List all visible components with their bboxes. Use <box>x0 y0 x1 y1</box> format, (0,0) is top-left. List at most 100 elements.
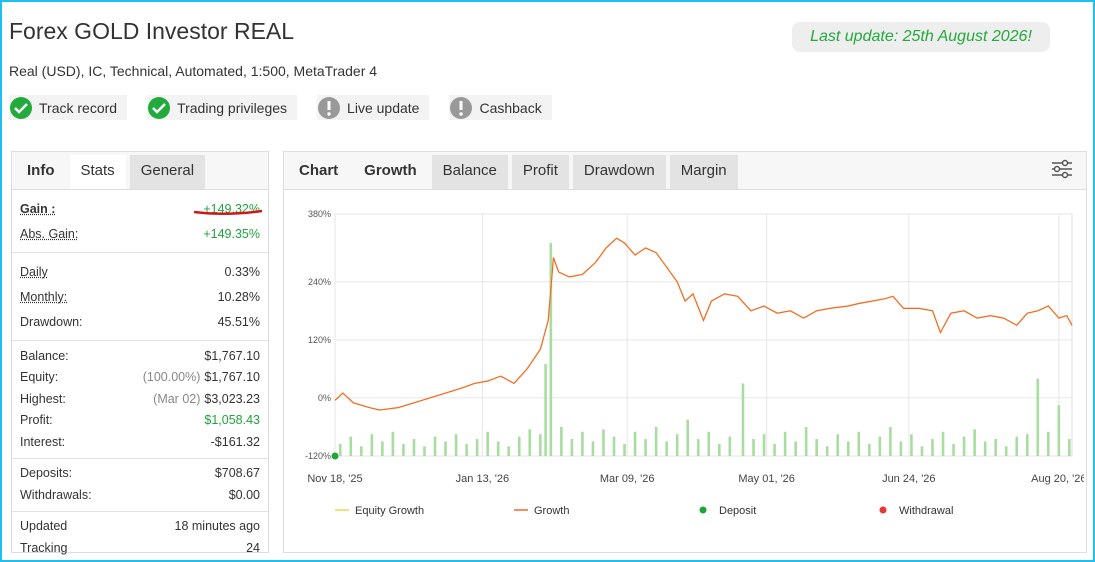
tab[interactable]: Growth <box>353 155 428 189</box>
stats-row: Equity: (100.00%) $1,767.10 <box>20 367 260 389</box>
bar <box>794 441 797 456</box>
bar <box>544 364 547 456</box>
stats-value-wrap: 45.51% <box>218 315 260 329</box>
icon-dot <box>459 111 464 116</box>
bar <box>962 436 966 456</box>
bar <box>1004 446 1008 456</box>
bar <box>360 446 363 456</box>
x-tick-label: Nov 18, '25 <box>307 473 362 485</box>
stats-value: 45.51% <box>217 314 260 329</box>
stats-tabs: Info Stats General <box>12 152 268 190</box>
bar <box>623 443 626 456</box>
tab[interactable]: Margin <box>669 155 738 189</box>
stats-row: Interest: -$161.32 <box>20 431 260 453</box>
stats-panel: Info Stats General Gain : +149.32% Abs. Gain… <box>11 151 269 555</box>
stats-value: $708.67 <box>214 466 260 481</box>
badge-icon <box>148 96 171 119</box>
stats-value: $1,767.10 <box>204 348 260 363</box>
bar <box>465 443 468 456</box>
bar <box>857 431 861 456</box>
tab[interactable]: Profit <box>511 155 569 189</box>
stats-value: 18 minutes ago <box>174 519 260 534</box>
stats-value-wrap: +149.35% <box>203 227 260 241</box>
bar <box>741 383 745 456</box>
tab[interactable]: Drawdown <box>572 155 666 189</box>
bar <box>889 426 892 456</box>
bar <box>1015 436 1019 456</box>
badge-label: Trading privileges <box>177 99 288 116</box>
x-tick-label: Mar 09, '26 <box>600 473 655 485</box>
stats-row: Profit: $1,058.43 <box>20 410 260 432</box>
stats-value: $0.00 <box>228 487 260 502</box>
bar <box>675 434 679 456</box>
badge: Trading privileges <box>147 95 298 120</box>
bar <box>454 434 458 456</box>
bar <box>910 434 913 456</box>
y-tick-label: 120% <box>308 335 331 345</box>
tab[interactable]: Stats <box>69 155 126 189</box>
bar <box>370 434 374 456</box>
stats-value: -$161.32 <box>210 434 260 449</box>
stats-label: Interest: <box>20 434 66 449</box>
bar <box>444 441 447 456</box>
bar <box>899 441 903 456</box>
stats-label: Tracking <box>20 540 68 555</box>
stats-value-wrap: $1,767.10 <box>204 349 260 363</box>
bar <box>804 426 808 456</box>
stats-value: $1,058.43 <box>204 413 260 428</box>
bar <box>728 436 732 456</box>
icon-check <box>152 102 166 114</box>
bar <box>920 446 924 456</box>
stats-row: Drawdown: 45.51% <box>20 309 260 334</box>
stats-group: Balance: $1,767.10 Equity: (100.00%) $1,767.… <box>12 341 268 459</box>
bar <box>507 446 511 456</box>
bar <box>994 439 997 456</box>
stats-label: Equity: <box>20 370 59 385</box>
y-tick-label: 0% <box>318 393 331 403</box>
tab[interactable]: General <box>129 155 206 189</box>
last-update: Last update: 25th August 2026! <box>792 22 1050 52</box>
stats-note: (100.00%) <box>142 370 201 385</box>
bar <box>644 439 647 456</box>
stats-row: Tracking 24 <box>20 537 260 559</box>
stats-value-wrap: 24 <box>246 541 260 555</box>
stats-row: Balance: $1,767.10 <box>20 345 260 367</box>
bar <box>539 434 542 456</box>
stats-row: Highest: (Mar 02) $3,023.23 <box>20 388 260 410</box>
bar <box>696 439 700 456</box>
bar <box>612 436 616 456</box>
stats-group: Deposits: $708.67 Withdrawals: $0.00 <box>12 459 268 512</box>
stats-groups: Gain : +149.32% Abs. Gain: +149.35% Daily 0.3… <box>12 190 268 560</box>
stats-value-wrap: $1,058.43 <box>204 413 260 427</box>
bar <box>707 431 711 456</box>
bar <box>783 431 787 456</box>
stats-label: Profit: <box>20 413 53 428</box>
bar <box>412 439 416 456</box>
stats-value-wrap: 10.28% <box>218 290 260 304</box>
stats-note: (Mar 02) <box>153 391 201 406</box>
badge: Live update <box>317 95 430 120</box>
bar <box>815 439 818 456</box>
tab[interactable]: Balance <box>431 155 508 189</box>
bar <box>773 443 776 456</box>
tab[interactable]: Info <box>16 155 66 189</box>
growth-line <box>334 237 1073 411</box>
tab[interactable]: Chart <box>288 155 350 189</box>
settings-icon[interactable] <box>1050 158 1074 180</box>
bar <box>433 436 437 456</box>
icon-circle <box>148 96 171 119</box>
stats-value-wrap: $708.67 <box>215 466 260 480</box>
badge-label: Cashback <box>479 99 542 116</box>
bar <box>686 419 690 456</box>
bar <box>878 436 882 456</box>
stats-label: Gain : <box>20 201 56 216</box>
chart: -120% 0% 120% 240% 380% Nov 18, '25 Jan 13, '2… <box>305 209 1084 517</box>
bar <box>581 431 584 456</box>
bar <box>560 426 563 456</box>
bar <box>475 439 479 456</box>
badge: Cashback <box>449 95 552 120</box>
badge-label: Track record <box>39 99 118 116</box>
stats-row: Updated 18 minutes ago <box>20 516 260 538</box>
badge-label: Live update <box>347 99 420 116</box>
